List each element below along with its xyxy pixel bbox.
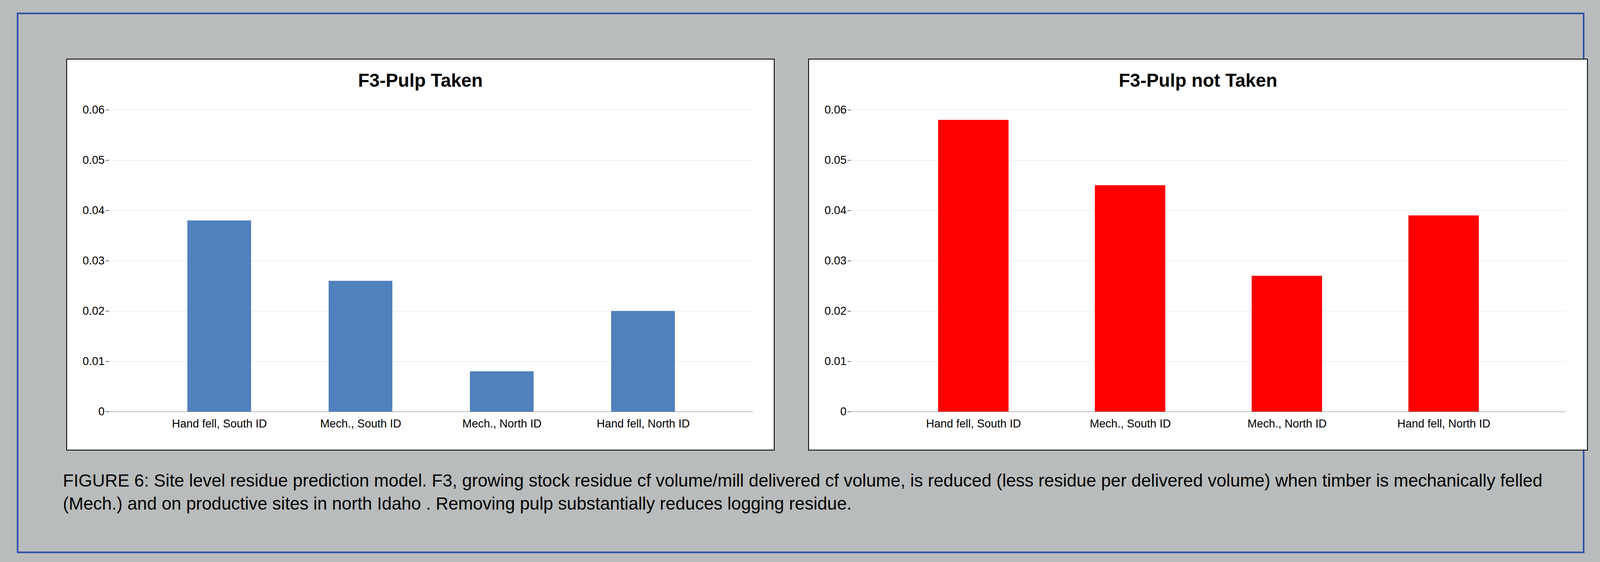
svg-text:0.03: 0.03: [82, 254, 105, 268]
svg-text:0: 0: [840, 405, 847, 418]
svg-text:Hand fell, South ID: Hand fell, South ID: [925, 417, 1022, 431]
svg-text:0.02: 0.02: [82, 304, 105, 318]
svg-text:0.05: 0.05: [82, 153, 105, 167]
svg-text:Mech., South ID: Mech., South ID: [1089, 417, 1172, 431]
svg-text:0.01: 0.01: [824, 355, 847, 368]
html-text:F3-Pulp Taken: F3-Pulp Taken: [358, 70, 483, 91]
svg-text:0.03: 0.03: [824, 254, 847, 268]
svg-text:0.05: 0.05: [824, 153, 847, 167]
svg-text:Hand fell, North ID: Hand fell, North ID: [1397, 417, 1491, 431]
svg-text:0.04: 0.04: [82, 204, 105, 217]
html-text:F3-Pulp not Taken: F3-Pulp not Taken: [1118, 70, 1278, 91]
svg-text:0.06: 0.06: [82, 103, 105, 117]
svg-text:Hand fell, North ID: Hand fell, North ID: [596, 417, 690, 431]
svg-text:0.02: 0.02: [824, 304, 847, 318]
svg-text:Mech., North ID: Mech., North ID: [462, 417, 542, 431]
svg-text:0.04: 0.04: [824, 204, 847, 217]
svg-text:Mech., North ID: Mech., North ID: [1247, 417, 1327, 431]
svg-text:0.06: 0.06: [824, 103, 847, 117]
html-text:FIGURE 6: Site level residue p: FIGURE 6: Site level residue prediction …: [62, 470, 1543, 514]
svg-text:Hand fell, South ID: Hand fell, South ID: [171, 417, 268, 431]
svg-text:0.01: 0.01: [82, 355, 105, 368]
svg-text:0: 0: [98, 405, 105, 418]
svg-text:Mech., South ID: Mech., South ID: [320, 417, 402, 431]
